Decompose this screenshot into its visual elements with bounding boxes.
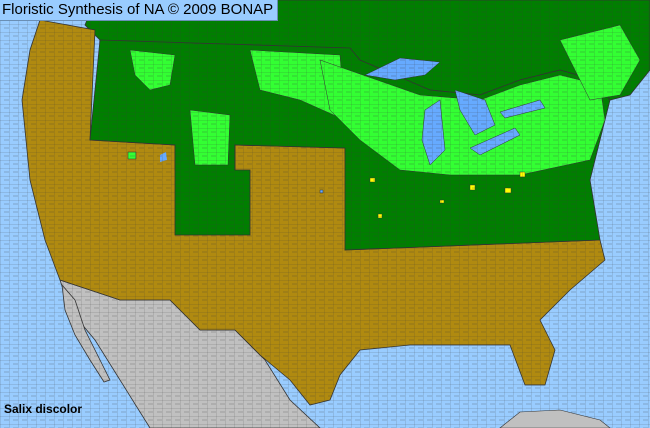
map-title: Floristic Synthesis of NA © 2009 BONAP	[0, 0, 279, 21]
species-label: Salix discolor	[4, 402, 83, 416]
florida-keys-cuba	[499, 409, 611, 428]
